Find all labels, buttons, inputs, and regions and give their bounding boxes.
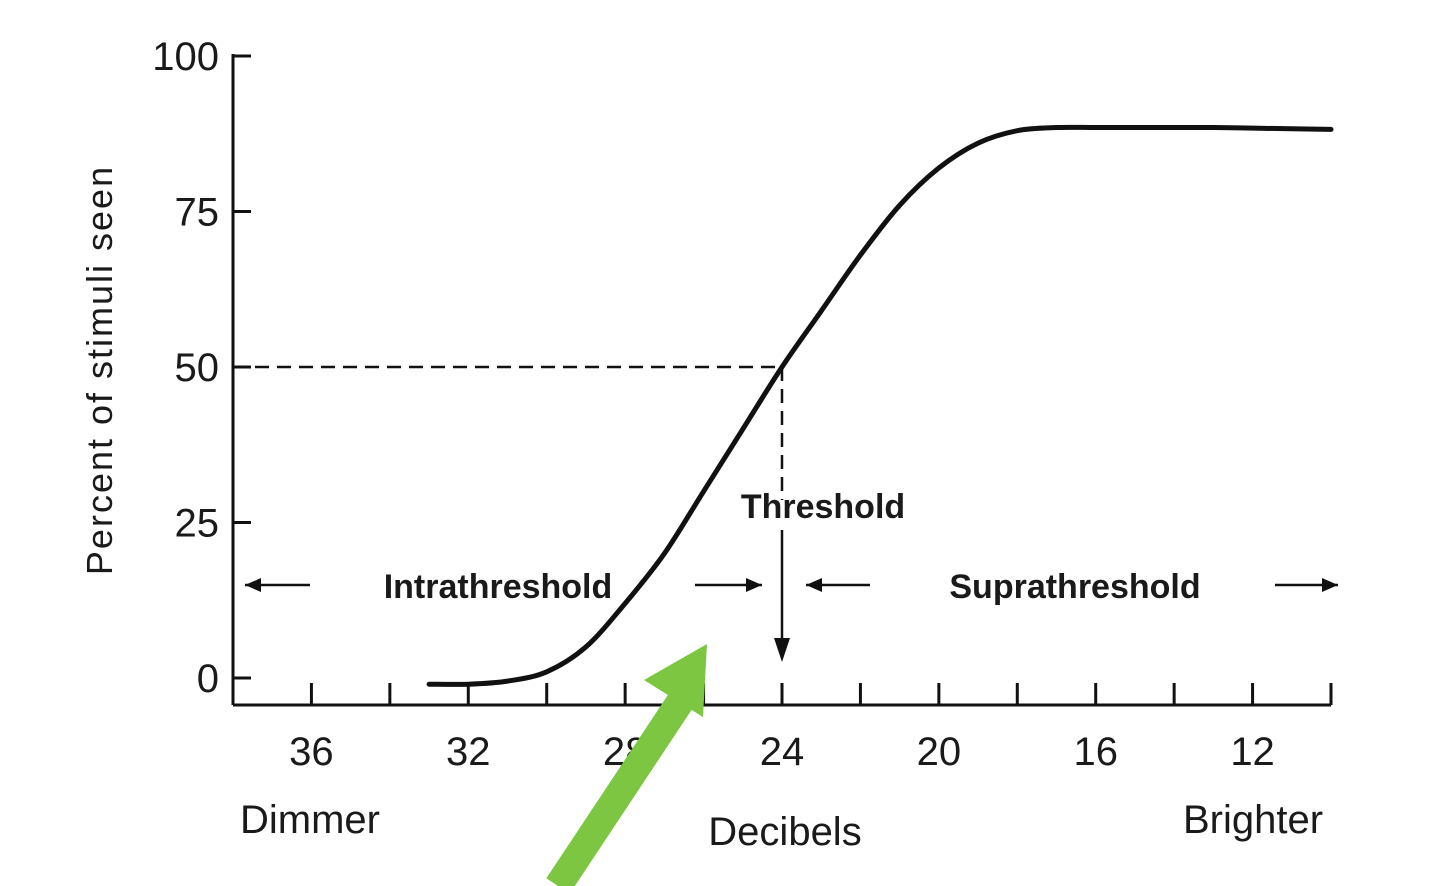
y-axis-label: Percent of stimuli seen [79, 165, 120, 575]
threshold-arrow-head [774, 638, 790, 662]
green-pointer-arrow [546, 644, 707, 886]
y-tick-label: 50 [175, 346, 220, 390]
intra-right-arrow-head [746, 578, 762, 592]
x-tick-label: 16 [1073, 730, 1118, 774]
brighter-label: Brighter [1183, 798, 1323, 842]
green-arrow-shaft [546, 682, 700, 886]
axis-labels: Percent of stimuli seen Decibels Dimmer … [79, 165, 1323, 854]
data-curve [426, 124, 1334, 687]
y-tick-label: 100 [152, 35, 219, 79]
annotations: Threshold Intrathreshold Suprathreshold [245, 488, 1338, 606]
y-tick-label: 25 [175, 502, 220, 546]
y-tick-label: 75 [175, 191, 220, 235]
x-axis-label: Decibels [708, 810, 861, 854]
supra-left-arrow-head [806, 578, 822, 592]
intrathreshold-label: Intrathreshold [384, 568, 613, 606]
threshold-label: Threshold [741, 488, 905, 526]
intra-left-arrow-head [245, 578, 261, 592]
threshold-guides [233, 365, 790, 662]
x-tick-label: 32 [446, 730, 491, 774]
x-tick-label: 36 [289, 730, 334, 774]
dimmer-label: Dimmer [240, 798, 380, 842]
suprathreshold-label: Suprathreshold [949, 568, 1200, 606]
supra-right-arrow-head [1322, 578, 1338, 592]
data-series-line [426, 124, 1334, 687]
green-arrow-head [644, 644, 707, 717]
x-tick-label: 12 [1230, 730, 1275, 774]
x-tick-label: 20 [917, 730, 962, 774]
x-tick-label: 24 [760, 730, 805, 774]
y-tick-label: 0 [197, 657, 219, 701]
